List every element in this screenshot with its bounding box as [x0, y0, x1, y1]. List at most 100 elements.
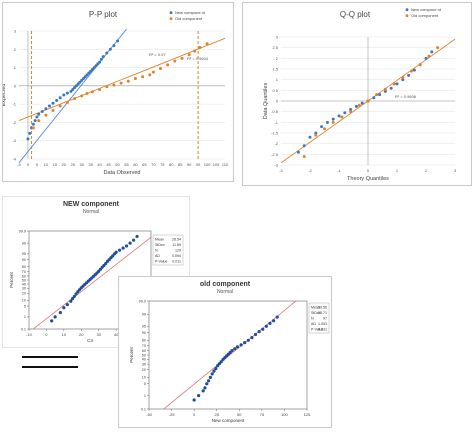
chart-title: Q-Q plot [340, 10, 371, 19]
y-tick-label: 0.1 [21, 327, 26, 331]
qq-plot-panel: Q-Q plot 3 2.5 2 1.5 1 0.5 0 -0.5 -1 -1.5 -2 -2.5 -3-… [242, 2, 472, 186]
data-point [65, 303, 69, 307]
data-point [210, 372, 214, 376]
data-point [354, 104, 358, 108]
data-point [349, 108, 353, 112]
data-point [80, 94, 84, 98]
r-squared-label: R² = 0.9604 [187, 56, 209, 61]
data-point [187, 53, 191, 57]
data-point [121, 246, 125, 250]
data-point [212, 369, 216, 373]
data-point [73, 97, 77, 101]
y-tick-label: 30 [22, 287, 26, 291]
data-point [99, 57, 103, 61]
y-tick-label: 0 [14, 83, 17, 88]
stat-value: 97 [323, 317, 327, 321]
y-tick-label: 99.9 [19, 229, 26, 233]
data-point [114, 250, 118, 254]
data-point [193, 49, 197, 53]
data-point [192, 398, 196, 402]
data-point [268, 321, 272, 325]
y-tick-label: 95 [22, 252, 26, 256]
data-point [314, 133, 318, 137]
data-point [198, 45, 202, 49]
x-tick-label: 0 [193, 412, 196, 417]
data-point [296, 150, 300, 154]
data-point [308, 135, 312, 139]
y-tick-label: 99 [142, 313, 146, 317]
data-point [119, 81, 123, 85]
y-tick-label: 90 [22, 258, 26, 262]
data-point [51, 101, 55, 105]
x-tick-label: 30 [96, 332, 101, 337]
y-tick-label: -1.5 [271, 131, 279, 136]
x-tick-label: 110 [222, 162, 229, 167]
x-tick-label: 0 [27, 162, 30, 167]
y-axis-title: Data Quantiles [263, 83, 269, 120]
chart-title: old component [200, 281, 251, 288]
data-point [395, 82, 399, 86]
y-tick-label: 80 [22, 265, 26, 269]
data-point [412, 68, 416, 72]
data-point [206, 379, 211, 383]
stat-label: AD [311, 322, 316, 326]
data-point [214, 366, 218, 371]
data-point [331, 117, 335, 121]
y-tick-label: 70 [22, 270, 26, 274]
x-tick-label: 2 [425, 168, 428, 173]
y-tick-label: 5 [24, 304, 26, 308]
data-point [62, 93, 66, 97]
chart-subtitle: Normal [217, 289, 233, 295]
data-point [31, 126, 35, 130]
data-point [337, 114, 341, 118]
data-point [51, 109, 55, 113]
data-point [47, 104, 51, 108]
stats-box [152, 234, 184, 266]
x-tick-label: 75 [160, 162, 165, 167]
data-point [392, 82, 396, 86]
data-point [271, 319, 276, 323]
x-tick-label: -1 [337, 168, 341, 173]
data-point [424, 56, 428, 60]
data-point [230, 348, 234, 353]
x-axis-title: Theory Quantiles [347, 176, 389, 182]
x-tick-label: 100 [281, 412, 288, 417]
data-point [233, 347, 237, 351]
x-tick-label: 35 [88, 162, 93, 167]
old-component-panel: old component Normal 99.9 99 95 90 80 70 60 50 40 3… [118, 276, 332, 428]
y-tick-label: 10 [142, 376, 146, 380]
data-point [360, 101, 364, 105]
legend-label: Old component [175, 16, 203, 21]
stat-value: 0.011 [318, 328, 327, 332]
y-tick-label: 40 [142, 358, 146, 362]
stat-label: P-Value [311, 328, 324, 332]
data-point [436, 46, 440, 50]
data-point [410, 69, 413, 73]
x-tick-label: 3 [454, 168, 457, 173]
data-point [69, 299, 73, 303]
chart-title: P-P plot [89, 10, 118, 19]
y-tick-label: 80 [142, 339, 146, 343]
data-point [401, 76, 405, 80]
data-point [235, 345, 240, 349]
x-axis-title: New component [212, 418, 245, 423]
stat-value: 0.011 [172, 260, 181, 264]
data-point [264, 324, 268, 328]
y-tick-label: 99 [22, 241, 26, 245]
data-point [101, 55, 105, 59]
x-tick-label: 20 [79, 332, 84, 337]
data-point [261, 327, 265, 331]
y-tick-label: 0.5 [272, 88, 278, 93]
y-tick-label: 50 [142, 353, 146, 357]
legend-marker [405, 14, 409, 18]
y-tick-label: -2 [274, 141, 278, 146]
data-point [250, 336, 254, 340]
stat-value: 23.71 [318, 311, 327, 315]
y-tick-label: 50 [22, 278, 26, 282]
x-tick-label: -50 [146, 412, 153, 417]
y-tick-label: 20 [142, 368, 146, 372]
data-point [257, 329, 261, 334]
x-tick-label: 100 [204, 162, 211, 167]
y-tick-label: 5 [144, 382, 146, 386]
legend-marker [169, 17, 173, 21]
